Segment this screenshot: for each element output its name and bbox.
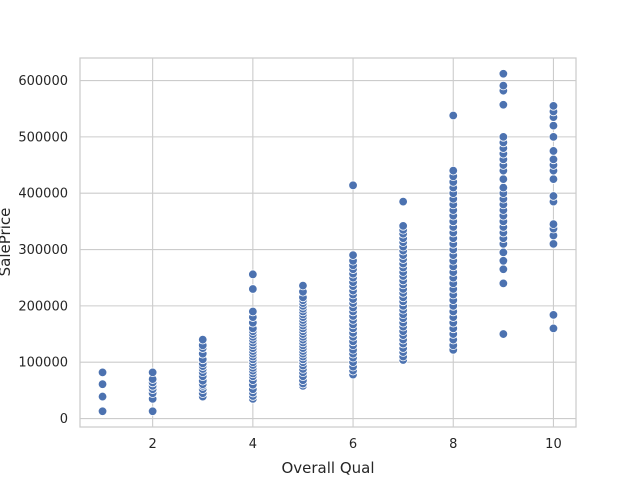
scatter-point xyxy=(548,120,559,131)
scatter-point xyxy=(398,221,408,231)
x-tick-label: 2 xyxy=(149,437,157,452)
scatter-point xyxy=(498,247,509,258)
scatter-point xyxy=(498,80,509,91)
scatter-point xyxy=(498,100,509,110)
scatter-point xyxy=(548,219,559,229)
scatter-point xyxy=(498,182,509,193)
scatter-point xyxy=(248,269,258,280)
scatter-point xyxy=(548,132,559,142)
scatter-point xyxy=(548,310,559,320)
scatter-point xyxy=(198,334,208,345)
scatter-point xyxy=(248,284,258,294)
x-tick-labels: 2 4 6 8 10 xyxy=(149,437,562,452)
y-axis-label: SalePrice xyxy=(0,208,14,277)
x-tick-label: 6 xyxy=(349,437,357,452)
scatter-point xyxy=(348,250,358,260)
scatter-point xyxy=(97,367,108,378)
scatter-point xyxy=(97,406,108,416)
y-tick-label: 200000 xyxy=(18,299,68,314)
y-tick-label: 600000 xyxy=(18,74,68,89)
axes-frame xyxy=(79,57,577,428)
scatter-point xyxy=(548,101,559,111)
x-tick-label: 8 xyxy=(449,437,457,452)
y-tick-label: 400000 xyxy=(18,187,68,202)
scatter-point xyxy=(97,391,108,402)
scatter-point xyxy=(548,323,559,334)
scatter-point xyxy=(448,110,458,121)
scatter-point xyxy=(97,379,108,389)
scatter-point xyxy=(548,154,559,165)
scatter-point xyxy=(398,196,408,207)
x-tick-label: 4 xyxy=(249,437,257,452)
scatter-point xyxy=(498,256,509,266)
scatter-point xyxy=(548,191,559,201)
data-points xyxy=(97,69,559,416)
scatter-point xyxy=(498,264,509,274)
scatter-point xyxy=(298,280,308,291)
scatter-point xyxy=(147,406,158,416)
x-axis-label: Overall Qual xyxy=(281,459,374,477)
y-tick-label: 500000 xyxy=(18,130,68,145)
scatter-point xyxy=(548,146,559,156)
scatter-point xyxy=(498,329,509,339)
y-tick-label: 0 xyxy=(60,412,68,427)
scatter-point xyxy=(147,367,158,378)
scatter-point xyxy=(548,174,559,184)
y-tick-label: 100000 xyxy=(18,356,68,371)
x-tick-label: 10 xyxy=(545,437,562,452)
scatter-point xyxy=(498,174,509,184)
y-tick-label: 300000 xyxy=(18,243,68,258)
y-tick-labels: 0 100000 200000 300000 400000 500000 600000 xyxy=(18,74,68,427)
scatter-point xyxy=(548,239,559,249)
scatter-point xyxy=(498,69,509,79)
scatter-point xyxy=(448,165,458,176)
scatter-point xyxy=(348,180,358,191)
scatter-point xyxy=(498,132,509,142)
scatter-point xyxy=(498,278,509,289)
scatter-point xyxy=(248,306,258,317)
